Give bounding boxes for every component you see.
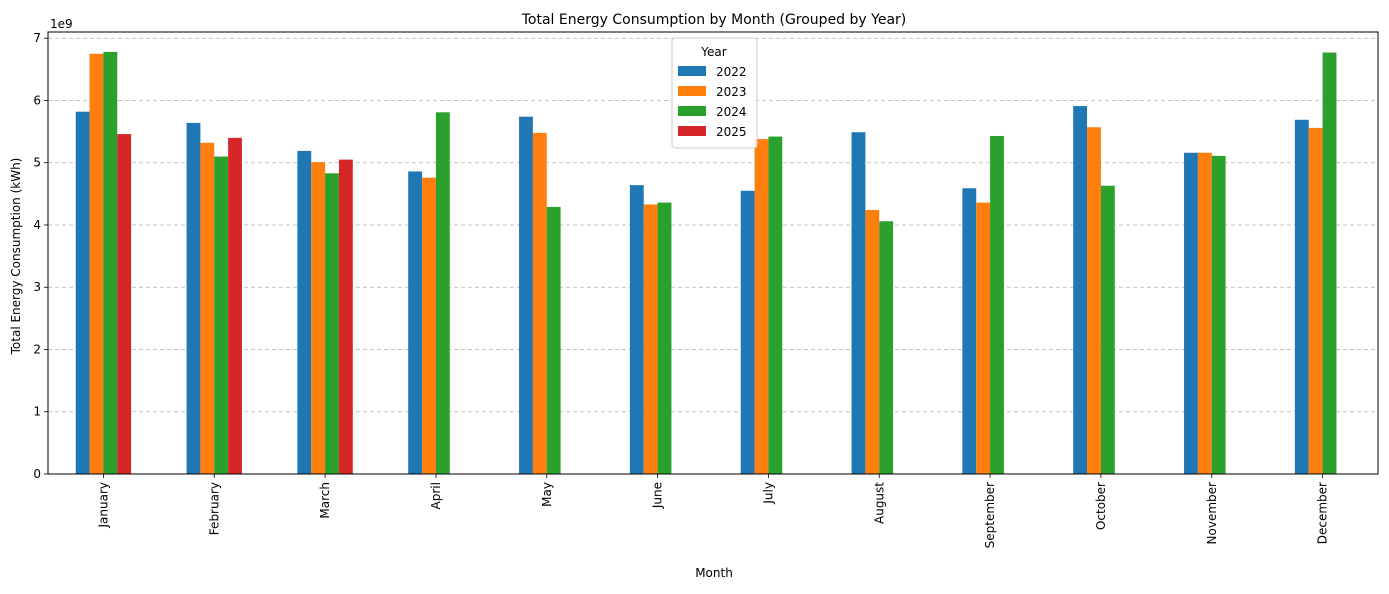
bar-2025-january — [117, 134, 132, 475]
bar-2023-january — [89, 53, 104, 475]
bar-2022-july — [740, 190, 755, 475]
bar-2024-december — [1322, 52, 1337, 474]
bar-2024-october — [1100, 185, 1115, 475]
bar-2022-september — [962, 188, 977, 474]
x-tick-label: March — [318, 482, 332, 519]
bar-2024-august — [879, 221, 894, 474]
legend-label-2022: 2022 — [716, 65, 747, 79]
x-tick-label: July — [761, 482, 775, 505]
x-tick-label: September — [983, 482, 997, 548]
bar-2023-october — [1087, 127, 1101, 474]
y-axis-label: Total Energy Consumption (kWh) — [9, 158, 23, 356]
x-tick-label: August — [872, 482, 886, 524]
legend-label-2023: 2023 — [716, 85, 747, 99]
y-tick-label: 6 — [33, 93, 41, 107]
bar-2022-march — [297, 150, 312, 474]
y-tick-label: 5 — [33, 156, 41, 170]
y-axis-multiplier: 1e9 — [50, 17, 73, 31]
bar-2025-march — [338, 159, 353, 474]
bar-2022-may — [519, 116, 533, 474]
legend-swatch-2024 — [678, 106, 706, 116]
tick-labels: 0 1 2 3 4 5 6 7 January February March April May June… — [33, 31, 1329, 548]
x-tick-label: February — [207, 482, 221, 535]
bar-2023-march — [311, 162, 326, 474]
x-tick-label: June — [651, 482, 665, 509]
bar-2022-june — [629, 185, 644, 474]
bar-2024-may — [546, 206, 561, 475]
bar-2023-august — [865, 210, 880, 474]
legend-swatch-2022 — [678, 66, 706, 76]
bar-2023-june — [643, 204, 658, 474]
bar-2024-january — [103, 51, 118, 474]
bar-2024-july — [768, 136, 783, 474]
x-tick-label: May — [540, 482, 554, 507]
plot-frame — [47, 31, 1379, 475]
bar-2022-april — [408, 171, 423, 475]
x-tick-label: December — [1316, 482, 1330, 544]
bar-2023-april — [422, 177, 436, 475]
x-axis-label: Month — [695, 566, 733, 580]
legend: Year 2022 2023 2024 2025 — [671, 37, 758, 149]
bar-2024-june — [657, 202, 672, 474]
bar-2024-march — [325, 173, 339, 474]
bar-2022-october — [1073, 106, 1088, 474]
bar-2022-august — [851, 132, 866, 475]
y-tick-label: 3 — [33, 280, 41, 294]
bar-2023-february — [200, 142, 215, 474]
bar-2024-february — [214, 156, 229, 474]
x-tick-label: October — [1094, 482, 1108, 530]
bar-2022-december — [1294, 119, 1309, 474]
x-tick-label: April — [429, 482, 443, 509]
bar-2023-december — [1308, 127, 1323, 474]
legend-label-2024: 2024 — [716, 105, 747, 119]
legend-items: 2022 2023 2024 2025 — [678, 65, 747, 139]
y-tick-label: 0 — [33, 467, 41, 481]
bar-2022-february — [186, 122, 201, 475]
legend-title: Year — [700, 45, 726, 59]
legend-swatch-2023 — [678, 86, 706, 96]
bar-2023-may — [532, 132, 547, 474]
legend-swatch-2025 — [678, 126, 706, 136]
y-tick-label: 4 — [33, 218, 41, 232]
y-tick-label: 7 — [33, 31, 41, 45]
bar-2023-september — [976, 202, 991, 474]
bar-2022-november — [1184, 152, 1198, 474]
x-tick-label: November — [1205, 482, 1219, 544]
bar-2022-january — [75, 111, 90, 474]
x-tick-label: January — [96, 482, 110, 529]
bar-2025-february — [228, 137, 242, 474]
y-tick-label: 2 — [33, 342, 41, 356]
bar-2023-july — [754, 139, 769, 474]
axes — [44, 31, 1379, 478]
chart-title: Total Energy Consumption by Month (Group… — [521, 12, 907, 28]
bar-2024-april — [435, 112, 450, 475]
bar-2023-november — [1197, 152, 1212, 474]
legend-frame — [671, 37, 758, 149]
y-tick-label: 1 — [33, 405, 41, 419]
bar-2024-september — [990, 135, 1004, 474]
bars — [75, 51, 1337, 475]
legend-label-2025: 2025 — [716, 125, 747, 139]
bar-2024-november — [1211, 155, 1226, 474]
